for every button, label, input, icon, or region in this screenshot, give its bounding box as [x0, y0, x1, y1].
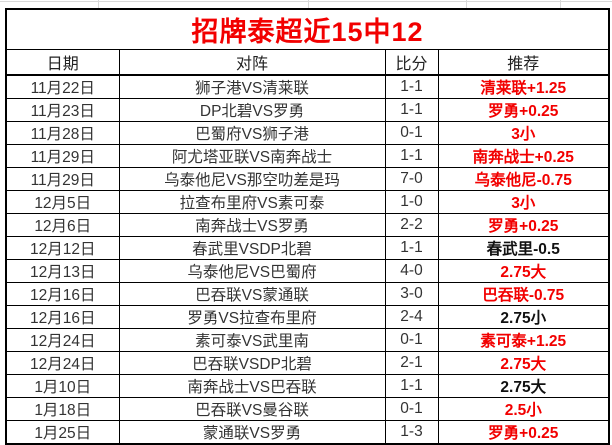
score-cell: 4-0 — [384, 259, 439, 283]
table-title: 招牌泰超近15中12 — [5, 8, 610, 50]
date-cell: 12月16日 — [5, 282, 120, 306]
date-cell: 1月10日 — [5, 374, 120, 398]
date-cell: 11月22日 — [5, 74, 120, 99]
match-cell: 巴吞联VSDP北碧 — [118, 351, 386, 375]
date-cell: 11月29日 — [5, 167, 120, 191]
date-cell: 12月24日 — [5, 328, 120, 352]
score-cell: 0-1 — [384, 328, 439, 352]
pick-cell: 巴吞联-0.75 — [437, 282, 610, 306]
match-cell: 南奔战士VS罗勇 — [118, 213, 386, 237]
pick-cell: 乌泰他尼-0.75 — [437, 167, 610, 191]
score-cell: 1-0 — [384, 190, 439, 214]
tips-table-board: 招牌泰超近15中12 日期 对阵 比分 推荐 11月22日 狮子港VS清莱联 1-1… — [5, 8, 611, 445]
pick-cell: 2.75小 — [437, 305, 610, 329]
table-row: 11月23日 DP北碧VS罗勇 1-1 罗勇+0.25 — [5, 98, 610, 122]
score-cell: 2-1 — [384, 351, 439, 375]
table-row: 11月28日 巴蜀府VS狮子港 0-1 3小 — [5, 121, 610, 145]
table-row: 12月5日 拉查布里府VS素可泰 1-0 3小 — [5, 190, 610, 214]
score-cell: 7-0 — [384, 167, 439, 191]
sheet-gridline — [308, 0, 309, 8]
sheet-gridline — [466, 0, 467, 8]
score-cell: 1-1 — [384, 374, 439, 398]
table-row: 11月29日 乌泰他尼VS那空叻差是玛 7-0 乌泰他尼-0.75 — [5, 167, 610, 191]
match-cell: 乌泰他尼VS那空叻差是玛 — [118, 167, 386, 191]
match-cell: 春武里VSDP北碧 — [118, 236, 386, 260]
match-cell: 素可泰VS武里南 — [118, 328, 386, 352]
pick-cell: 2.5小 — [437, 397, 610, 421]
match-cell: 狮子港VS清莱联 — [118, 74, 386, 99]
score-cell: 1-3 — [384, 420, 439, 445]
match-cell: 阿尤塔亚联VS南奔战士 — [118, 144, 386, 168]
table-row: 12月12日 春武里VSDP北碧 1-1 春武里-0.5 — [5, 236, 610, 260]
sheet-gridline — [98, 0, 99, 8]
title-row: 招牌泰超近15中12 — [5, 8, 610, 50]
tips-table: 招牌泰超近15中12 日期 对阵 比分 推荐 11月22日 狮子港VS清莱联 1-1… — [5, 8, 611, 445]
column-header-score: 比分 — [384, 49, 439, 76]
pick-cell: 罗勇+0.25 — [437, 213, 610, 237]
header-row: 日期 对阵 比分 推荐 — [5, 49, 610, 76]
score-cell: 2-4 — [384, 305, 439, 329]
pick-cell: 罗勇+0.25 — [437, 98, 610, 122]
match-cell: 乌泰他尼VS巴蜀府 — [118, 259, 386, 283]
table-row: 11月22日 狮子港VS清莱联 1-1 清莱联+1.25 — [5, 74, 610, 99]
date-cell: 12月12日 — [5, 236, 120, 260]
table-row: 12月13日 乌泰他尼VS巴蜀府 4-0 2.75大 — [5, 259, 610, 283]
date-cell: 11月23日 — [5, 98, 120, 122]
score-cell: 3-0 — [384, 282, 439, 306]
match-cell: 巴吞联VS曼谷联 — [118, 397, 386, 421]
match-cell: 罗勇VS拉查布里府 — [118, 305, 386, 329]
column-header-date: 日期 — [5, 49, 120, 76]
match-cell: 南奔战士VS巴吞联 — [118, 374, 386, 398]
match-cell: 巴蜀府VS狮子港 — [118, 121, 386, 145]
table-row: 12月24日 巴吞联VSDP北碧 2-1 2.75大 — [5, 351, 610, 375]
match-cell: DP北碧VS罗勇 — [118, 98, 386, 122]
pick-cell: 清莱联+1.25 — [437, 74, 610, 99]
match-cell: 巴吞联VS蒙通联 — [118, 282, 386, 306]
sheet-gridline — [0, 1, 612, 2]
date-cell: 12月24日 — [5, 351, 120, 375]
table-row: 12月16日 罗勇VS拉查布里府 2-4 2.75小 — [5, 305, 610, 329]
table-row: 12月16日 巴吞联VS蒙通联 3-0 巴吞联-0.75 — [5, 282, 610, 306]
date-cell: 1月25日 — [5, 420, 120, 445]
column-header-match: 对阵 — [118, 49, 386, 76]
score-cell: 1-1 — [384, 98, 439, 122]
date-cell: 11月29日 — [5, 144, 120, 168]
date-cell: 12月13日 — [5, 259, 120, 283]
pick-cell: 2.75大 — [437, 351, 610, 375]
match-cell: 拉查布里府VS素可泰 — [118, 190, 386, 214]
table-row: 12月6日 南奔战士VS罗勇 2-2 罗勇+0.25 — [5, 213, 610, 237]
score-cell: 1-1 — [384, 236, 439, 260]
table-row: 11月29日 阿尤塔亚联VS南奔战士 1-1 南奔战士+0.25 — [5, 144, 610, 168]
table-row: 1月18日 巴吞联VS曼谷联 0-1 2.5小 — [5, 397, 610, 421]
pick-cell: 2.75大 — [437, 374, 610, 398]
pick-cell: 南奔战士+0.25 — [437, 144, 610, 168]
score-cell: 1-1 — [384, 144, 439, 168]
score-cell: 2-2 — [384, 213, 439, 237]
score-cell: 0-1 — [384, 121, 439, 145]
sheet-gridline — [560, 0, 561, 8]
match-cell: 蒙通联VS罗勇 — [118, 420, 386, 445]
table-row: 1月10日 南奔战士VS巴吞联 1-1 2.75大 — [5, 374, 610, 398]
date-cell: 11月28日 — [5, 121, 120, 145]
score-cell: 1-1 — [384, 74, 439, 99]
pick-cell: 素可泰+1.25 — [437, 328, 610, 352]
date-cell: 12月5日 — [5, 190, 120, 214]
pick-cell: 春武里-0.5 — [437, 236, 610, 260]
table-row: 12月24日 素可泰VS武里南 0-1 素可泰+1.25 — [5, 328, 610, 352]
date-cell: 12月6日 — [5, 213, 120, 237]
table-row: 1月25日 蒙通联VS罗勇 1-3 罗勇+0.25 — [5, 420, 610, 445]
column-header-pick: 推荐 — [437, 49, 610, 76]
pick-cell: 罗勇+0.25 — [437, 420, 610, 445]
score-cell: 0-1 — [384, 397, 439, 421]
pick-cell: 3小 — [437, 190, 610, 214]
date-cell: 12月16日 — [5, 305, 120, 329]
pick-cell: 2.75大 — [437, 259, 610, 283]
date-cell: 1月18日 — [5, 397, 120, 421]
pick-cell: 3小 — [437, 121, 610, 145]
